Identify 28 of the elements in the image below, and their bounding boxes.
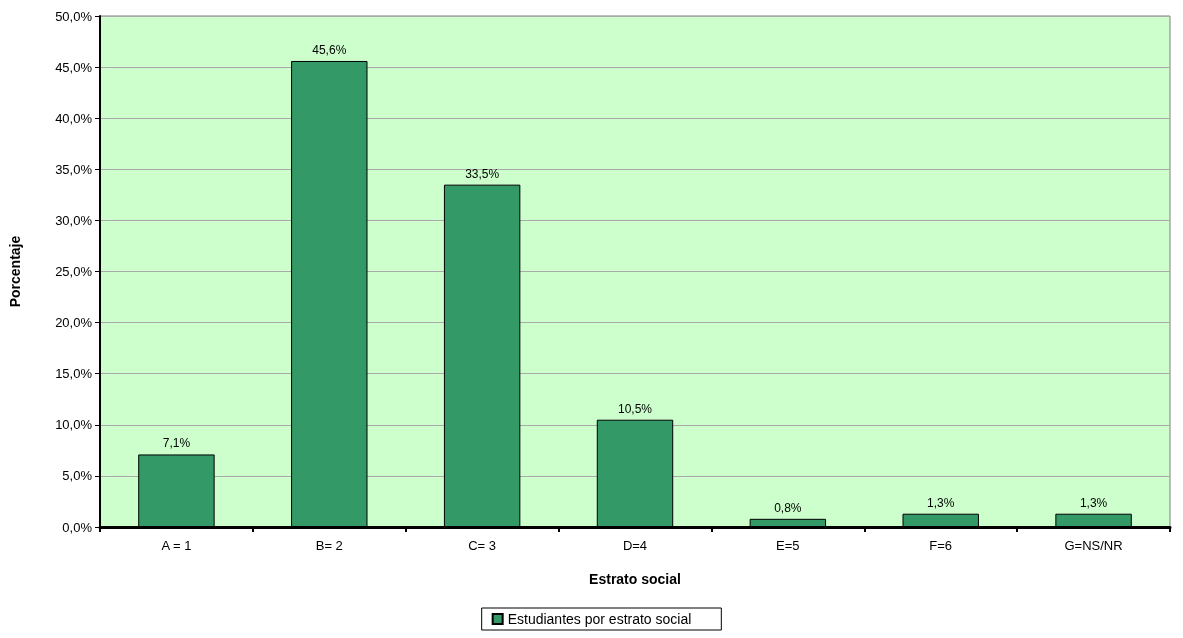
y-tick-label: 50,0% xyxy=(55,8,93,24)
y-tick-label: 20,0% xyxy=(55,315,93,331)
x-tick-label: C= 3 xyxy=(468,538,497,553)
y-tick-label: 15,0% xyxy=(55,366,93,382)
y-tick-label: 5,0% xyxy=(62,468,93,484)
data-label: 1,3% xyxy=(927,495,955,510)
x-tick-label: E=5 xyxy=(776,538,800,553)
x-tick-label: D=4 xyxy=(622,538,648,553)
x-tick-label: G=NS/NR xyxy=(1064,538,1123,553)
x-tick-label: A = 1 xyxy=(161,538,192,553)
x-axis-title: Estrato social xyxy=(589,571,681,587)
legend-label: Estudiantes por estrato social xyxy=(507,611,692,627)
data-label: 0,8% xyxy=(774,500,802,515)
y-tick-label: 35,0% xyxy=(55,161,93,177)
x-tick-label: F=6 xyxy=(929,538,953,553)
y-tick-label: 45,0% xyxy=(55,59,93,75)
y-tick-label: 40,0% xyxy=(55,110,93,126)
y-tick-label: 25,0% xyxy=(55,264,93,279)
y-tick-label: 10,0% xyxy=(55,417,93,433)
y-axis-title: Porcentaje xyxy=(7,235,23,308)
data-label: 10,5% xyxy=(617,401,653,416)
data-label: 45,6% xyxy=(312,42,347,57)
y-tick-label: 0,0% xyxy=(62,519,93,535)
x-tick-label: B= 2 xyxy=(315,538,343,553)
data-label: 1,3% xyxy=(1079,495,1108,510)
data-label: 7,1% xyxy=(162,436,191,451)
data-label: 33,5% xyxy=(465,166,500,181)
y-tick-label: 30,0% xyxy=(55,212,93,228)
